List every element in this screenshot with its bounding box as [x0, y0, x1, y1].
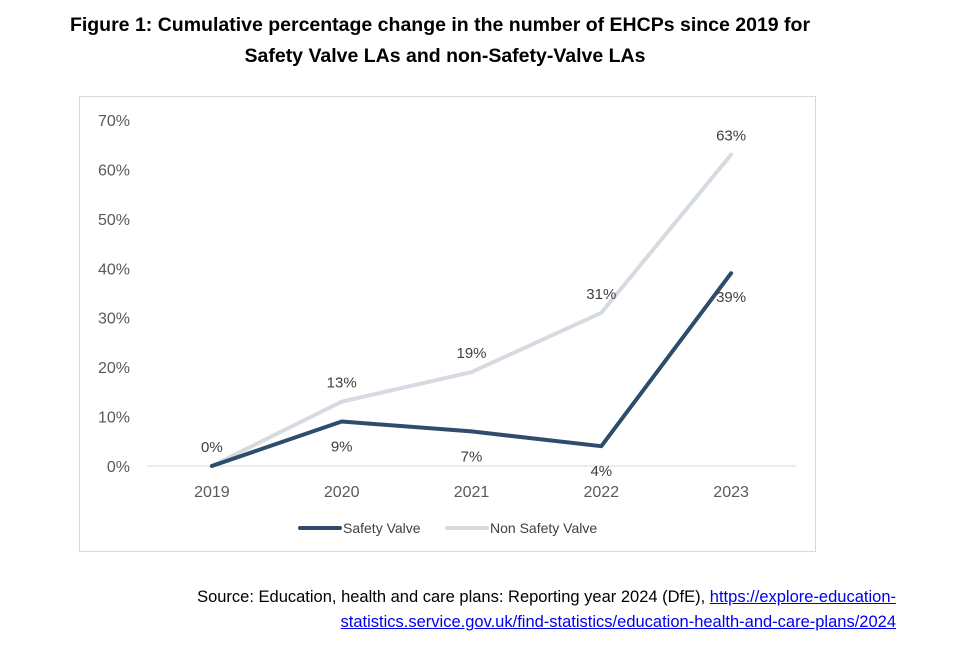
x-tick-label: 2022: [584, 484, 620, 501]
source-link-part-2[interactable]: statistics.service.gov.uk/find-statistic…: [340, 613, 896, 631]
y-tick-label: 10%: [98, 410, 130, 427]
source-prefix: Source: Education, health and care plans…: [197, 588, 710, 606]
figure-title-line-2: Safety Valve LAs and non-Safety-Valve LA…: [244, 45, 646, 67]
y-tick-label: 70%: [98, 113, 130, 130]
data-label-safety-valve: 9%: [331, 439, 353, 456]
data-label-safety-valve: 39%: [716, 289, 746, 306]
y-tick-label: 30%: [98, 311, 130, 328]
figure-title-line-1: Figure 1: Cumulative percentage change i…: [69, 14, 811, 36]
data-label-non-safety-valve: 31%: [586, 286, 616, 303]
legend-label-safety-valve: Safety Valve: [343, 520, 421, 536]
y-tick-label: 60%: [98, 162, 130, 179]
data-label-safety-valve: 4%: [590, 463, 612, 480]
source-note: Source: Education, health and care plans…: [197, 585, 896, 635]
data-label-non-safety-valve: 63%: [716, 128, 746, 145]
series-line-non-safety-valve: [209, 152, 734, 468]
y-tick-label: 0%: [107, 459, 130, 476]
data-label-safety-valve: 7%: [461, 448, 483, 465]
data-label-non-safety-valve: 13%: [327, 375, 357, 392]
data-label-non-safety-valve: 0%: [201, 439, 223, 456]
y-tick-label: 50%: [98, 212, 130, 229]
legend-label-non-safety-valve: Non Safety Valve: [490, 520, 597, 536]
x-tick-label: 2020: [324, 484, 360, 501]
chart-container: 0% 10% 20% 30% 40% 50% 60% 70% 2019 2020 2021 2022 2…: [79, 96, 816, 552]
data-label-non-safety-valve: 19%: [456, 345, 486, 362]
y-tick-label: 20%: [98, 360, 130, 377]
line-chart: 0% 10% 20% 30% 40% 50% 60% 70% 2019 2020 2021 2022 2…: [98, 113, 796, 536]
x-tick-label: 2021: [454, 484, 490, 501]
y-tick-label: 40%: [98, 261, 130, 278]
series-line-safety-valve: [209, 271, 734, 468]
x-tick-label: 2023: [713, 484, 749, 501]
source-link-part-1[interactable]: https://explore-education-: [709, 588, 896, 606]
x-tick-label: 2019: [194, 484, 230, 501]
